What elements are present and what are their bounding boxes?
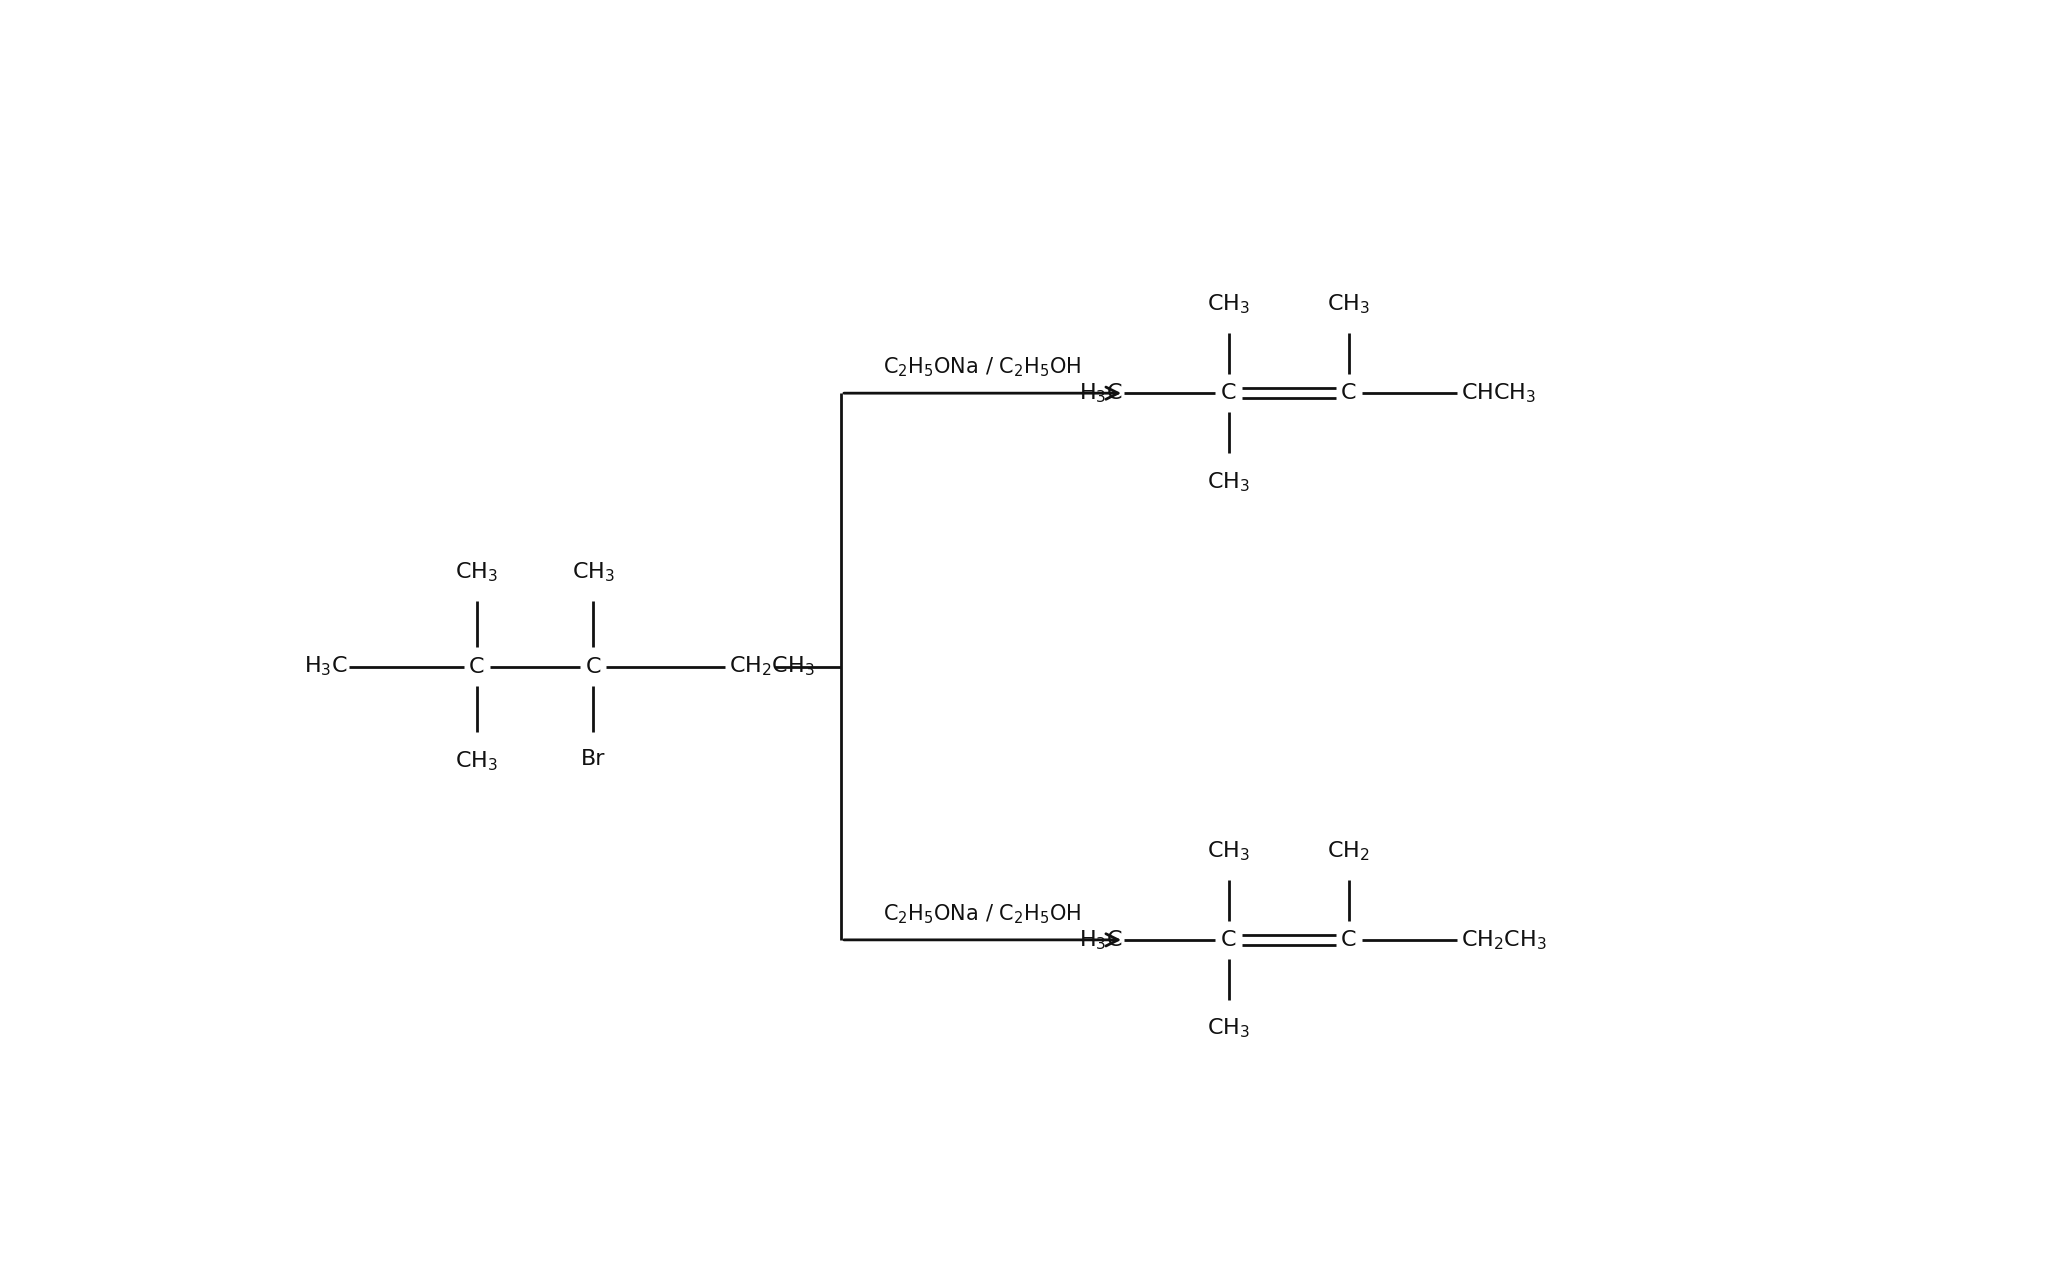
Text: $\mathregular{CH_3}$: $\mathregular{CH_3}$ (455, 749, 498, 772)
Text: $\mathregular{H_3C}$: $\mathregular{H_3C}$ (1079, 928, 1122, 952)
Text: $\mathregular{CH_3}$: $\mathregular{CH_3}$ (571, 560, 614, 585)
Text: C: C (1341, 929, 1356, 950)
Text: C: C (469, 657, 485, 677)
Text: $\mathregular{CH_3}$: $\mathregular{CH_3}$ (1206, 470, 1249, 493)
Text: $\mathregular{CH_3}$: $\mathregular{CH_3}$ (1327, 293, 1370, 316)
Text: $\mathregular{CH_2}$: $\mathregular{CH_2}$ (1327, 839, 1370, 862)
Text: $\mathregular{H_3C}$: $\mathregular{H_3C}$ (1079, 382, 1122, 404)
Text: C: C (586, 657, 600, 677)
Text: $\mathregular{C_2H_5ONa\ /\ C_2H_5OH}$: $\mathregular{C_2H_5ONa\ /\ C_2H_5OH}$ (883, 356, 1081, 379)
Text: $\mathregular{CH_3}$: $\mathregular{CH_3}$ (1206, 839, 1249, 862)
Text: $\mathregular{CH_3}$: $\mathregular{CH_3}$ (1206, 1017, 1249, 1041)
Text: $\mathregular{CH_2CH_3}$: $\mathregular{CH_2CH_3}$ (729, 654, 815, 678)
Text: $\mathregular{CH_3}$: $\mathregular{CH_3}$ (455, 560, 498, 585)
Text: Br: Br (582, 749, 606, 768)
Text: C: C (1221, 383, 1237, 403)
Text: C: C (1221, 929, 1237, 950)
Text: $\mathregular{H_3C}$: $\mathregular{H_3C}$ (303, 654, 348, 678)
Text: C: C (1341, 383, 1356, 403)
Text: $\mathregular{CHCH_3}$: $\mathregular{CHCH_3}$ (1460, 382, 1536, 404)
Text: $\mathregular{C_2H_5ONa\ /\ C_2H_5OH}$: $\mathregular{C_2H_5ONa\ /\ C_2H_5OH}$ (883, 903, 1081, 926)
Text: $\mathregular{CH_3}$: $\mathregular{CH_3}$ (1206, 293, 1249, 316)
Text: $\mathregular{CH_2CH_3}$: $\mathregular{CH_2CH_3}$ (1460, 928, 1546, 952)
